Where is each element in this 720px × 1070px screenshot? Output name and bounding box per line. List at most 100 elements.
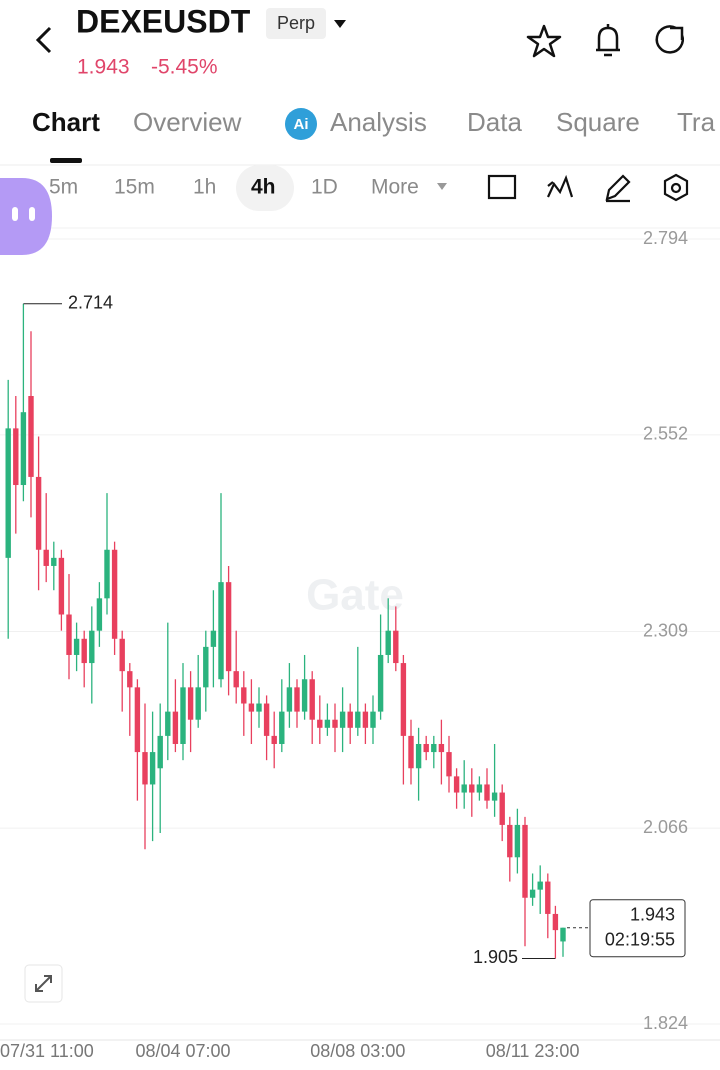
candle-body bbox=[400, 663, 407, 736]
countdown: 02:19:55 bbox=[605, 929, 675, 949]
candle-body bbox=[119, 638, 125, 672]
candle-body bbox=[469, 784, 475, 793]
star-icon[interactable] bbox=[526, 24, 562, 58]
candle-body bbox=[263, 703, 270, 736]
candle-body bbox=[58, 557, 65, 615]
candle-body bbox=[96, 598, 103, 631]
x-tick-label: 08/08 03:00 bbox=[310, 1041, 405, 1061]
candle-body bbox=[111, 549, 118, 639]
candle-body bbox=[180, 687, 186, 744]
candle-body bbox=[529, 889, 536, 898]
candle-body bbox=[203, 646, 209, 688]
candle-body bbox=[218, 582, 224, 680]
x-tick-label: 07/31 11:00 bbox=[0, 1041, 94, 1061]
interval[interactable]: 5m bbox=[49, 176, 78, 199]
candle-body bbox=[339, 711, 346, 728]
candle-body bbox=[491, 792, 498, 801]
badge: Perp bbox=[277, 13, 315, 33]
candle-body bbox=[370, 711, 376, 728]
candle-body bbox=[241, 687, 247, 704]
candle-body bbox=[5, 428, 11, 558]
candle-body bbox=[461, 784, 467, 793]
tab[interactable]: Analysis bbox=[330, 107, 427, 137]
candle-body bbox=[127, 671, 133, 688]
candle-body bbox=[507, 824, 513, 858]
candle-body bbox=[28, 396, 34, 477]
watermark: Gate bbox=[306, 571, 404, 620]
candle-body bbox=[225, 582, 232, 672]
more-arrow[interactable] bbox=[437, 183, 447, 190]
candle-body bbox=[537, 881, 543, 890]
candle-body bbox=[309, 679, 315, 720]
candle-body bbox=[89, 630, 95, 664]
bell-icon[interactable] bbox=[596, 24, 620, 57]
interval[interactable]: 1h bbox=[193, 176, 216, 199]
candle-body bbox=[286, 687, 293, 712]
candle-body bbox=[66, 614, 72, 655]
candle-body bbox=[476, 784, 483, 793]
candle-body bbox=[423, 743, 429, 753]
candle-body bbox=[385, 630, 391, 655]
change: -5.45% bbox=[151, 56, 218, 79]
max-label: 2.714 bbox=[68, 292, 113, 312]
candle-body bbox=[377, 654, 384, 712]
draw-icon[interactable] bbox=[605, 174, 631, 203]
candle-body bbox=[35, 476, 42, 550]
candle-body bbox=[271, 735, 277, 744]
last-price: 1.943 bbox=[630, 904, 675, 924]
candle-body bbox=[484, 784, 490, 801]
tab[interactable]: Data bbox=[467, 107, 522, 137]
y-tick-label: 2.066 bbox=[643, 817, 688, 837]
candle-body bbox=[393, 630, 399, 664]
candle-body bbox=[210, 630, 217, 647]
tab[interactable]: Tra bbox=[677, 107, 716, 137]
tab[interactable]: Square bbox=[556, 107, 640, 137]
settings-icon[interactable] bbox=[663, 173, 689, 202]
candle-body bbox=[51, 557, 57, 566]
candle-body bbox=[104, 549, 110, 599]
candle-body bbox=[324, 719, 331, 728]
candle-body bbox=[431, 743, 437, 753]
x-tick-label: 08/11 23:00 bbox=[486, 1041, 580, 1061]
interval[interactable]: More bbox=[371, 176, 419, 199]
tab[interactable]: Chart bbox=[32, 107, 100, 137]
y-tick-label: 2.552 bbox=[643, 424, 688, 444]
candle-body bbox=[355, 711, 361, 728]
candle-body bbox=[172, 711, 179, 744]
settings-dot bbox=[670, 182, 682, 194]
indicator-icon[interactable] bbox=[547, 174, 574, 198]
interval[interactable]: 1D bbox=[311, 176, 338, 199]
assistant-bubble[interactable] bbox=[0, 178, 52, 255]
interval[interactable]: 4h bbox=[251, 176, 276, 199]
back-button[interactable] bbox=[35, 26, 52, 54]
fullscreen-icon[interactable] bbox=[487, 174, 517, 200]
candle-body bbox=[347, 711, 353, 728]
interval[interactable]: 15m bbox=[114, 176, 155, 199]
x-tick-label: 08/04 07:00 bbox=[135, 1041, 230, 1061]
candle-body bbox=[134, 687, 141, 753]
candle-body bbox=[13, 428, 19, 486]
candle-body bbox=[332, 719, 338, 728]
candle-body bbox=[552, 913, 559, 931]
last-price-box bbox=[589, 899, 686, 958]
candle-body bbox=[165, 711, 171, 736]
tab-underline bbox=[50, 158, 82, 163]
candle-body bbox=[256, 703, 262, 712]
share-icon[interactable] bbox=[655, 25, 684, 54]
candle-body bbox=[446, 752, 452, 777]
candle-body bbox=[248, 703, 255, 712]
candle-body bbox=[187, 687, 194, 720]
candle-body bbox=[301, 679, 308, 712]
bubble-eye bbox=[29, 207, 35, 221]
candle-body bbox=[142, 752, 148, 785]
candle-body bbox=[522, 824, 528, 898]
candle-body bbox=[233, 671, 239, 688]
candle-body bbox=[453, 776, 460, 793]
candle-body bbox=[157, 735, 163, 769]
y-tick-label: 2.794 bbox=[643, 228, 688, 248]
tab[interactable]: Overview bbox=[133, 107, 242, 137]
badge-bg bbox=[266, 8, 326, 39]
dropdown[interactable] bbox=[334, 20, 346, 28]
candle-body bbox=[514, 824, 521, 858]
